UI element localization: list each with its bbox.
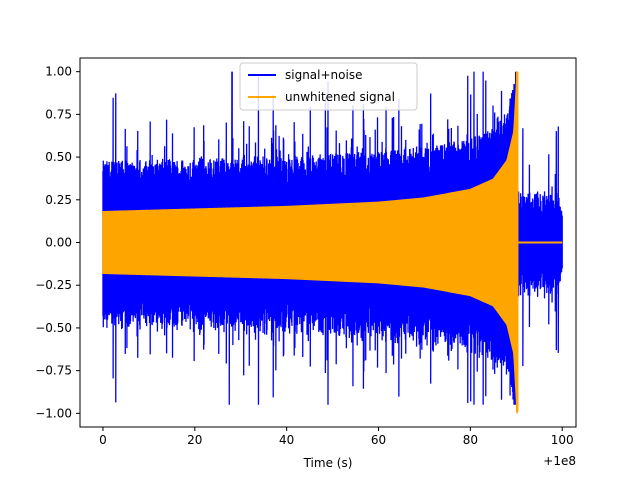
x-offset-label: +1e8 — [543, 454, 576, 468]
plot-area — [102, 71, 563, 414]
legend-box — [239, 62, 418, 111]
legend: signal+noise unwhitened signal — [239, 62, 418, 111]
y-tick-label: −0.25 — [35, 278, 72, 292]
x-tick-label: 40 — [279, 433, 294, 447]
y-tick-label: 0.75 — [45, 107, 72, 121]
x-tick-label: 80 — [463, 433, 478, 447]
x-tick-label: 20 — [187, 433, 202, 447]
y-tick-label: 1.00 — [45, 65, 72, 79]
legend-label: signal+noise — [285, 68, 362, 82]
x-tick-label: 60 — [371, 433, 386, 447]
legend-label: unwhitened signal — [285, 90, 395, 104]
y-tick-label: 0.00 — [45, 236, 72, 250]
y-tick-label: 0.25 — [45, 193, 72, 207]
y-tick-label: −0.50 — [35, 321, 72, 335]
x-tick-label: 100 — [551, 433, 574, 447]
axes: 0 20 40 60 80 100 −1.00 −0.75 −0.50 −0.25 0.00 0.25… — [35, 57, 577, 470]
y-tick-label: −1.00 — [35, 406, 72, 420]
y-tick-label: −0.75 — [35, 364, 72, 378]
y-tick-label: 0.50 — [45, 150, 72, 164]
x-axis-label: Time (s) — [303, 456, 353, 470]
x-tick-label: 0 — [99, 433, 107, 447]
series-unwhitened-signal-envelope — [102, 71, 518, 414]
